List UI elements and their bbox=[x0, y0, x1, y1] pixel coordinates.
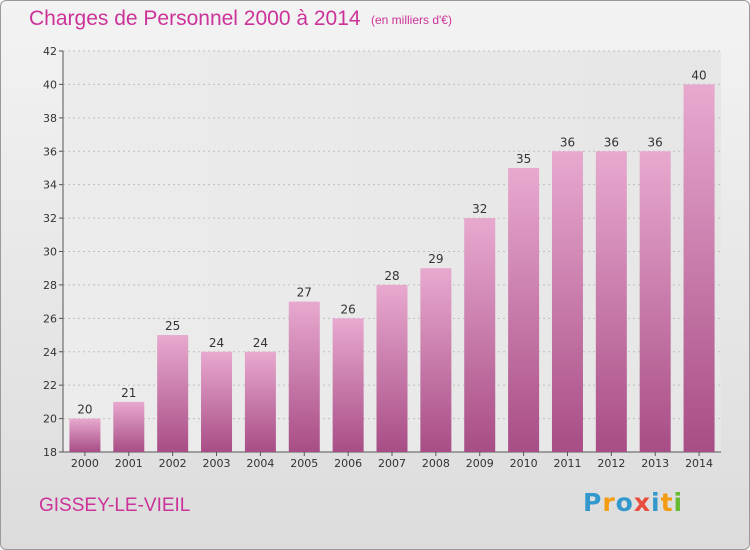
bar bbox=[157, 335, 189, 452]
data-label: 24 bbox=[209, 336, 224, 350]
y-tick-label: 32 bbox=[43, 212, 57, 225]
y-tick-label: 24 bbox=[43, 346, 57, 359]
data-label: 25 bbox=[165, 319, 180, 333]
y-tick-label: 30 bbox=[43, 246, 57, 259]
x-tick-label: 2013 bbox=[641, 457, 669, 470]
bar bbox=[639, 151, 671, 452]
data-label: 21 bbox=[121, 386, 136, 400]
y-tick-label: 26 bbox=[43, 312, 57, 325]
y-tick-label: 34 bbox=[43, 179, 57, 192]
y-tick-label: 22 bbox=[43, 379, 57, 392]
data-label: 28 bbox=[384, 269, 399, 283]
proxiti-logo: Proxiti bbox=[583, 488, 683, 517]
logo-letter: i bbox=[673, 488, 684, 517]
bar bbox=[201, 351, 233, 452]
logo-letter: P bbox=[583, 488, 603, 517]
chart-subtitle: (en milliers d'€) bbox=[371, 13, 452, 27]
data-label: 27 bbox=[297, 286, 312, 300]
logo-letter: x bbox=[633, 488, 651, 517]
logo-letter: i bbox=[651, 488, 661, 517]
data-label: 36 bbox=[648, 135, 663, 149]
data-label: 36 bbox=[560, 135, 575, 149]
x-tick-label: 2012 bbox=[597, 457, 625, 470]
logo-letter: r bbox=[602, 488, 616, 517]
commune-name: GISSEY-LE-VIEIL bbox=[39, 495, 191, 516]
y-tick-label: 40 bbox=[43, 78, 57, 91]
bar bbox=[332, 318, 364, 452]
data-label: 36 bbox=[604, 135, 619, 149]
data-label: 35 bbox=[516, 152, 531, 166]
bar bbox=[288, 301, 320, 452]
y-tick-label: 20 bbox=[43, 413, 57, 426]
logo-letter: t bbox=[660, 488, 674, 517]
bar bbox=[113, 401, 145, 452]
bar bbox=[244, 351, 276, 452]
y-tick-label: 36 bbox=[43, 145, 57, 158]
x-tick-label: 2003 bbox=[203, 457, 231, 470]
y-tick-label: 28 bbox=[43, 279, 57, 292]
data-label: 32 bbox=[472, 202, 487, 216]
bar bbox=[595, 151, 627, 452]
x-tick-label: 2014 bbox=[685, 457, 713, 470]
bar bbox=[508, 167, 540, 453]
x-tick-label: 2004 bbox=[246, 457, 274, 470]
data-label: 26 bbox=[340, 302, 355, 316]
data-label: 29 bbox=[428, 252, 443, 266]
x-tick-label: 2010 bbox=[510, 457, 538, 470]
x-tick-label: 2000 bbox=[71, 457, 99, 470]
x-tick-label: 2008 bbox=[422, 457, 450, 470]
bar bbox=[551, 151, 583, 452]
y-tick-label: 18 bbox=[43, 446, 57, 459]
x-tick-label: 2007 bbox=[378, 457, 406, 470]
x-tick-label: 2009 bbox=[466, 457, 494, 470]
x-tick-label: 2006 bbox=[334, 457, 362, 470]
data-label: 20 bbox=[77, 403, 92, 417]
data-label: 40 bbox=[691, 68, 706, 82]
bar bbox=[464, 218, 496, 452]
x-tick-label: 2002 bbox=[159, 457, 187, 470]
x-tick-label: 2001 bbox=[115, 457, 143, 470]
x-tick-label: 2011 bbox=[553, 457, 581, 470]
logo-letter: o bbox=[615, 488, 634, 517]
bar bbox=[683, 84, 715, 453]
chart-title: Charges de Personnel 2000 à 2014 bbox=[29, 7, 361, 30]
y-tick-label: 42 bbox=[43, 45, 57, 58]
bar bbox=[420, 268, 452, 452]
data-label: 24 bbox=[253, 336, 268, 350]
y-tick-label: 38 bbox=[43, 112, 57, 125]
bar bbox=[376, 284, 408, 452]
x-tick-label: 2005 bbox=[290, 457, 318, 470]
bar bbox=[69, 418, 101, 452]
